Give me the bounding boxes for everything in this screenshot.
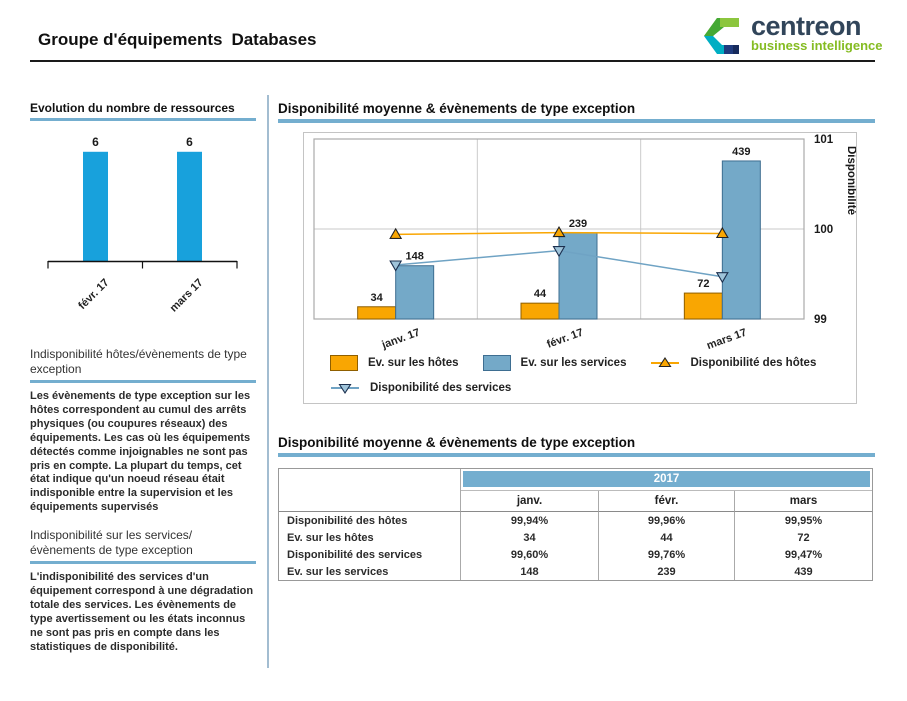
section-body: L'indisponibilité des services d'un équi…	[30, 571, 254, 653]
centreon-logo-text: centreon business intelligence	[751, 13, 883, 53]
table-cell-value: 99,60%	[510, 549, 549, 561]
centreon-logo: centreon business intelligence	[702, 13, 883, 59]
svg-text:101: 101	[814, 134, 834, 146]
table-cell-value: 99,76%	[598, 546, 735, 563]
section-title: Indisponibilité hôtes/évènements de type…	[30, 347, 247, 376]
table-cell-value: 439	[794, 566, 813, 578]
table-cell-value: 72	[797, 532, 810, 544]
table-cell-value: 99,96%	[598, 512, 735, 529]
svg-text:6: 6	[92, 135, 99, 149]
logo-tagline: business intelligence	[751, 38, 883, 53]
table-month-header: janv.	[461, 491, 598, 512]
legend-row: Ev. sur les hôtes Ev. sur les services D…	[330, 354, 856, 372]
orange-bar-swatch-icon	[330, 355, 358, 371]
legend-row: Disponibilité des services	[330, 379, 856, 397]
centreon-logo-icon	[704, 18, 739, 54]
hosts-unavailability-section: Indisponibilité hôtes/évènements de type…	[30, 347, 256, 515]
table-year-header: 2017	[463, 471, 870, 487]
svg-text:34: 34	[371, 292, 384, 304]
table-cell-value: 99,95%	[784, 515, 823, 527]
page-title: Groupe d'équipements Databases	[38, 30, 317, 50]
svg-text:100: 100	[814, 224, 833, 236]
availability-chart-title: Disponibilité moyenne & évènements de ty…	[278, 101, 636, 116]
table-cell-value: 99,47%	[784, 549, 823, 561]
triangle-up-line-icon	[651, 356, 680, 368]
resources-chart-title: Evolution du nombre de ressources	[30, 101, 235, 115]
legend-label: Disponibilité des services	[370, 382, 512, 394]
table-cell-value: 44	[598, 529, 735, 546]
chart-legend: Ev. sur les hôtes Ev. sur les services D…	[304, 354, 856, 397]
table-cell-value: 148	[520, 566, 539, 578]
title-underline	[30, 380, 256, 383]
svg-text:févr. 17: févr. 17	[545, 327, 585, 351]
legend-item-dispo-services: Disponibilité des services	[330, 381, 511, 395]
column-divider	[267, 95, 269, 668]
svg-text:239: 239	[569, 218, 587, 230]
section-body: Les évènements de type exception sur les…	[30, 390, 251, 514]
svg-text:mars 17: mars 17	[168, 277, 206, 315]
title-underline	[30, 118, 256, 121]
sidebar: Evolution du nombre de ressources 6 févr.…	[30, 101, 256, 655]
page-title-group-name: Databases	[231, 30, 317, 49]
triangle-down-line-icon	[331, 383, 359, 395]
svg-text:44: 44	[534, 288, 547, 300]
svg-text:6: 6	[186, 135, 193, 149]
table-row-label: Disponibilité des services	[279, 546, 461, 563]
title-underline	[278, 453, 875, 457]
legend-item-ev-services: Ev. sur les services	[482, 355, 627, 371]
availability-combo-chart: 34 148 janv. 17 44 239 févr. 17 72 439 mars 17 10…	[313, 134, 856, 351]
availability-chart-box: 34 148 janv. 17 44 239 févr. 17 72 439 mars 17 10…	[303, 132, 857, 404]
legend-label: Ev. sur les hôtes	[368, 357, 459, 369]
svg-text:janv. 17: janv. 17	[379, 327, 421, 351]
title-underline	[278, 119, 875, 123]
legend-label: Ev. sur les services	[520, 357, 627, 369]
table-month-header: mars	[735, 491, 872, 512]
title-underline	[30, 561, 256, 565]
services-unavailability-section: Indisponibilité sur les services/ évènem…	[30, 528, 256, 654]
table-corner-cell	[279, 469, 461, 512]
legend-item-ev-hotes: Ev. sur les hôtes	[330, 355, 459, 371]
svg-text:439: 439	[732, 146, 750, 158]
legend-label: Disponibilité des hôtes	[690, 357, 817, 369]
legend-item-dispo-hotes: Disponibilité des hôtes	[650, 356, 816, 370]
blue-bar-swatch-icon	[482, 355, 511, 371]
availability-table-title: Disponibilité moyenne & évènements de ty…	[278, 435, 636, 450]
main-content: Disponibilité moyenne & évènements de ty…	[278, 101, 875, 581]
logo-brand: centreon	[751, 11, 862, 41]
svg-text:Disponibilité: Disponibilité	[845, 146, 856, 215]
availability-table: 2017 janv. févr. mars Disponibilité des …	[278, 468, 873, 581]
table-cell-value: 239	[598, 563, 735, 580]
table-row-label: Ev. sur les services	[279, 563, 461, 580]
svg-text:72: 72	[697, 278, 709, 290]
svg-text:99: 99	[814, 314, 827, 326]
table-cell-value: 99,94%	[510, 515, 549, 527]
table-year-row: 2017	[461, 469, 872, 491]
svg-text:mars 17: mars 17	[705, 327, 748, 351]
table-row-label: Disponibilité des hôtes	[279, 512, 461, 529]
table-row-label: Ev. sur les hôtes	[279, 529, 461, 546]
resources-bar-chart: 6 févr. 17 6 mars 17	[47, 135, 238, 315]
header-rule	[30, 60, 875, 62]
page-title-prefix: Groupe d'équipements	[38, 30, 223, 49]
table-month-header: févr.	[598, 491, 735, 512]
table-cell-value: 34	[523, 532, 536, 544]
section-title: Indisponibilité sur les services/ évènem…	[30, 528, 193, 558]
svg-text:févr. 17: févr. 17	[76, 277, 111, 312]
svg-text:148: 148	[405, 251, 423, 263]
